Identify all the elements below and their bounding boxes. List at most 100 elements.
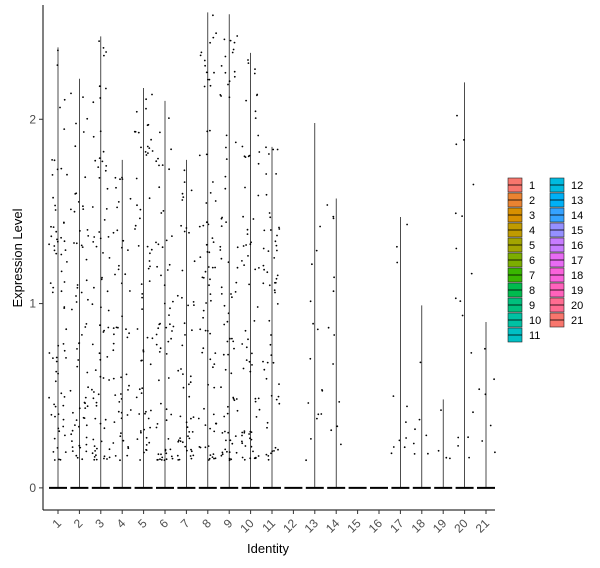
data-point	[91, 206, 94, 208]
legend-item-21: 21	[549, 312, 583, 328]
data-point	[207, 383, 210, 386]
data-point	[114, 394, 117, 396]
data-point	[117, 326, 119, 329]
data-point	[472, 411, 474, 414]
data-point	[95, 401, 98, 404]
data-point	[54, 204, 56, 207]
data-point	[143, 428, 146, 431]
data-point	[181, 441, 184, 444]
data-point	[266, 421, 269, 424]
data-point	[228, 96, 231, 99]
data-point	[139, 208, 142, 211]
data-point	[333, 276, 335, 279]
data-point	[262, 360, 264, 363]
data-point	[220, 286, 223, 289]
data-point	[245, 244, 248, 246]
data-point	[170, 337, 173, 340]
data-point	[140, 359, 143, 362]
data-point	[53, 245, 56, 247]
data-point	[50, 225, 52, 228]
x-tick-label: 12	[280, 516, 300, 536]
data-point	[116, 229, 119, 232]
data-point	[265, 377, 268, 380]
data-point	[79, 230, 81, 232]
violin-10	[241, 52, 261, 489]
data-point	[243, 430, 246, 432]
data-point	[484, 393, 487, 396]
data-point	[221, 453, 224, 456]
data-point	[266, 361, 269, 364]
y-tick-label: 0	[29, 481, 36, 495]
data-point	[128, 384, 130, 387]
data-point	[86, 405, 89, 408]
data-point	[405, 421, 407, 423]
data-point	[85, 323, 88, 325]
data-point	[56, 447, 59, 449]
data-point	[250, 241, 253, 244]
data-point	[105, 87, 107, 90]
data-point	[212, 453, 215, 455]
data-point	[241, 456, 244, 459]
data-point	[181, 269, 184, 272]
data-point	[102, 331, 105, 333]
data-point	[71, 450, 74, 452]
data-point	[258, 151, 261, 153]
data-point	[276, 234, 278, 237]
data-point	[93, 391, 95, 393]
data-point	[192, 416, 195, 418]
data-point	[149, 252, 151, 255]
data-point	[220, 293, 223, 295]
legend-item-3: 3	[507, 207, 535, 223]
data-point	[84, 326, 87, 328]
data-point	[57, 413, 60, 415]
data-point	[53, 459, 56, 461]
data-point	[120, 417, 123, 420]
violin-2	[69, 78, 90, 489]
data-point	[145, 436, 148, 439]
data-point	[63, 306, 66, 308]
data-point	[232, 340, 235, 343]
data-point	[267, 458, 270, 461]
data-point	[214, 457, 217, 460]
data-point	[84, 176, 87, 179]
data-point	[144, 151, 147, 153]
data-point	[244, 329, 247, 332]
data-point	[233, 75, 236, 78]
data-point	[134, 224, 137, 227]
data-point	[148, 441, 151, 444]
data-point	[228, 457, 231, 460]
data-point	[183, 169, 186, 172]
legend-label: 4	[529, 225, 535, 237]
data-point	[99, 422, 102, 425]
data-point	[193, 260, 196, 263]
data-point	[212, 181, 214, 183]
data-point	[86, 371, 89, 374]
data-point	[166, 269, 169, 271]
data-point	[128, 332, 131, 335]
data-point	[212, 241, 215, 244]
data-point	[463, 139, 465, 141]
data-point	[101, 160, 104, 163]
data-point	[201, 351, 204, 354]
data-point	[263, 268, 265, 271]
data-point	[51, 174, 54, 176]
data-point	[176, 454, 179, 457]
data-point	[58, 458, 60, 461]
data-point	[64, 451, 67, 453]
data-point	[103, 54, 105, 57]
data-point	[94, 369, 97, 371]
data-point	[254, 68, 256, 70]
data-point	[53, 403, 55, 406]
data-point	[202, 224, 205, 227]
data-point	[50, 413, 53, 416]
data-point	[229, 39, 232, 42]
data-point	[224, 175, 227, 178]
data-point	[48, 352, 51, 354]
data-point	[243, 431, 246, 434]
data-point	[112, 327, 115, 329]
data-point	[236, 266, 239, 269]
data-point	[327, 326, 330, 329]
x-tick-label: 7	[178, 516, 193, 531]
data-point	[102, 377, 105, 379]
data-point	[202, 309, 205, 312]
